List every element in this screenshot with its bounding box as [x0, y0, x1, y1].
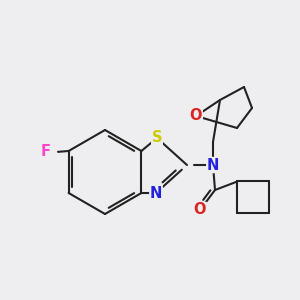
Text: N: N — [150, 185, 162, 200]
Text: O: O — [190, 109, 202, 124]
Text: S: S — [152, 130, 162, 146]
Text: N: N — [207, 158, 219, 172]
Text: O: O — [194, 202, 206, 217]
Text: F: F — [41, 145, 51, 160]
